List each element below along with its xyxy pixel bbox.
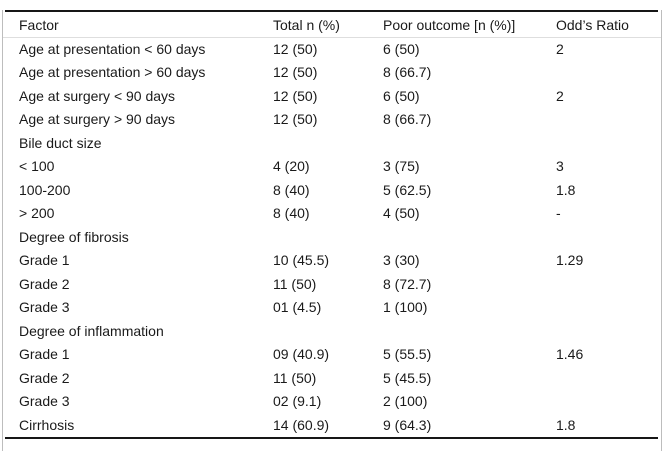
table-body: Age at presentation < 60 days 12 (50) 6 (5… bbox=[19, 37, 645, 437]
cell-factor: Grade 1 bbox=[19, 252, 70, 269]
table-row: < 100 4 (20) 3 (75) 3 bbox=[19, 155, 645, 179]
section-row: Degree of fibrosis bbox=[19, 225, 645, 249]
cell-factor: Age at presentation < 60 days bbox=[19, 40, 206, 57]
cell-factor: Degree of inflammation bbox=[19, 322, 164, 339]
cell-total-n: 09 (40.9) bbox=[273, 346, 330, 363]
cell-total-n: 02 (9.1) bbox=[273, 393, 322, 410]
cell-poor-outcome: 1 (100) bbox=[383, 299, 428, 316]
cell-poor-outcome: 8 (66.7) bbox=[383, 64, 432, 81]
cell-odds-ratio: 1.8 bbox=[556, 416, 576, 433]
table-top-rule bbox=[5, 10, 658, 12]
cell-factor: > 200 bbox=[19, 205, 55, 222]
cell-odds-ratio: 1.29 bbox=[556, 252, 584, 269]
col-header-total-n: Total n (%) bbox=[273, 16, 340, 33]
cell-factor: 100-200 bbox=[19, 181, 71, 198]
table-row: Age at surgery < 90 days 12 (50) 6 (50) 2 bbox=[19, 84, 645, 108]
cell-poor-outcome: 6 (50) bbox=[383, 87, 420, 104]
cell-factor: Age at surgery > 90 days bbox=[19, 111, 176, 128]
table-row: 100-200 8 (40) 5 (62.5) 1.8 bbox=[19, 178, 645, 202]
cell-total-n: 12 (50) bbox=[273, 64, 318, 81]
cell-factor: Grade 2 bbox=[19, 275, 70, 292]
cell-odds-ratio bbox=[556, 108, 645, 132]
cell-odds-ratio bbox=[556, 131, 645, 155]
header-underline bbox=[3, 37, 661, 38]
section-row: Bile duct size bbox=[19, 131, 645, 155]
outcomes-table: Factor Total n (%) Poor outcome [n (%)] … bbox=[19, 12, 645, 437]
header-row: Factor Total n (%) Poor outcome [n (%)] … bbox=[19, 12, 645, 37]
cell-odds-ratio: - bbox=[556, 205, 561, 222]
cell-odds-ratio bbox=[556, 225, 645, 249]
table-row: Age at presentation > 60 days 12 (50) 8 (6… bbox=[19, 61, 645, 85]
table-bottom-rule bbox=[5, 437, 658, 439]
cell-odds-ratio bbox=[556, 272, 645, 296]
table-row: > 200 8 (40) 4 (50) - bbox=[19, 202, 645, 226]
cell-total-n: 12 (50) bbox=[273, 111, 318, 128]
cell-total-n: 4 (20) bbox=[273, 158, 310, 175]
cell-poor-outcome: 3 (30) bbox=[383, 252, 420, 269]
cell-poor-outcome: 2 (100) bbox=[383, 393, 428, 410]
cell-factor: Bile duct size bbox=[19, 134, 102, 151]
table-row: Grade 1 09 (40.9) 5 (55.5) 1.46 bbox=[19, 343, 645, 367]
table-row: Grade 2 11 (50) 8 (72.7) bbox=[19, 272, 645, 296]
cell-odds-ratio: 3 bbox=[556, 158, 564, 175]
cell-poor-outcome: 5 (62.5) bbox=[383, 181, 432, 198]
cell-factor: Cirrhosis bbox=[19, 416, 75, 433]
table-row: Grade 3 01 (4.5) 1 (100) bbox=[19, 296, 645, 320]
col-header-factor: Factor bbox=[19, 16, 59, 33]
cell-total-n: 12 (50) bbox=[273, 40, 318, 57]
cell-total-n: 01 (4.5) bbox=[273, 299, 322, 316]
cell-factor: Degree of fibrosis bbox=[19, 228, 129, 245]
cell-total-n: 11 (50) bbox=[273, 275, 317, 292]
cell-odds-ratio bbox=[556, 390, 645, 414]
cell-poor-outcome: 8 (66.7) bbox=[383, 111, 432, 128]
cell-factor: Grade 1 bbox=[19, 346, 70, 363]
cell-poor-outcome: 4 (50) bbox=[383, 205, 420, 222]
cell-odds-ratio: 2 bbox=[556, 87, 564, 104]
cell-factor: Age at surgery < 90 days bbox=[19, 87, 176, 104]
cell-odds-ratio: 1.8 bbox=[556, 181, 576, 198]
cell-odds-ratio bbox=[556, 61, 645, 85]
table-row: Age at presentation < 60 days 12 (50) 6 (5… bbox=[19, 37, 645, 61]
table-row: Grade 2 11 (50) 5 (45.5) bbox=[19, 366, 645, 390]
section-row: Degree of inflammation bbox=[19, 319, 645, 343]
cell-poor-outcome: 5 (55.5) bbox=[383, 346, 432, 363]
cell-poor-outcome bbox=[383, 319, 556, 343]
cell-total-n: 8 (40) bbox=[273, 181, 310, 198]
table-row: Grade 1 10 (45.5) 3 (30) 1.29 bbox=[19, 249, 645, 273]
cell-odds-ratio bbox=[556, 366, 645, 390]
col-header-poor-outcome: Poor outcome [n (%)] bbox=[383, 16, 516, 33]
cell-factor: < 100 bbox=[19, 158, 55, 175]
cell-poor-outcome: 3 (75) bbox=[383, 158, 420, 175]
cell-poor-outcome: 6 (50) bbox=[383, 40, 420, 57]
table-row: Cirrhosis 14 (60.9) 9 (64.3) 1.8 bbox=[19, 413, 645, 437]
cell-odds-ratio: 2 bbox=[556, 40, 564, 57]
cell-odds-ratio: 1.46 bbox=[556, 346, 584, 363]
cell-poor-outcome: 8 (72.7) bbox=[383, 275, 432, 292]
cell-total-n: 11 (50) bbox=[273, 369, 317, 386]
cell-total-n bbox=[273, 225, 383, 249]
cell-poor-outcome bbox=[383, 131, 556, 155]
cell-factor: Grade 3 bbox=[19, 393, 70, 410]
cell-total-n: 14 (60.9) bbox=[273, 416, 330, 433]
table-row: Grade 3 02 (9.1) 2 (100) bbox=[19, 390, 645, 414]
cell-odds-ratio bbox=[556, 296, 645, 320]
cell-poor-outcome bbox=[383, 225, 556, 249]
cell-poor-outcome: 5 (45.5) bbox=[383, 369, 432, 386]
cell-total-n bbox=[273, 131, 383, 155]
col-header-odds-ratio: Odd’s Ratio bbox=[556, 16, 629, 33]
cell-factor: Grade 3 bbox=[19, 299, 70, 316]
cell-total-n: 12 (50) bbox=[273, 87, 318, 104]
cell-odds-ratio bbox=[556, 319, 645, 343]
cell-poor-outcome: 9 (64.3) bbox=[383, 416, 432, 433]
cell-total-n: 10 (45.5) bbox=[273, 252, 330, 269]
cell-factor: Grade 2 bbox=[19, 369, 70, 386]
table-row: Age at surgery > 90 days 12 (50) 8 (66.7) bbox=[19, 108, 645, 132]
cell-total-n bbox=[273, 319, 383, 343]
cell-factor: Age at presentation > 60 days bbox=[19, 64, 206, 81]
cell-total-n: 8 (40) bbox=[273, 205, 310, 222]
